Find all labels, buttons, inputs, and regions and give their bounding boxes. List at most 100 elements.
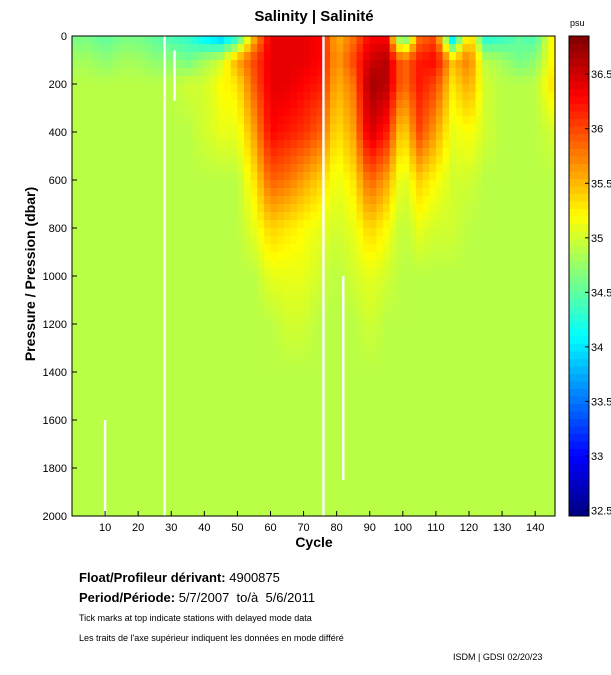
heatmap-cell <box>376 44 384 53</box>
heatmap-cell <box>124 92 133 101</box>
heatmap-cell <box>449 92 457 101</box>
heatmap-cell <box>409 108 417 117</box>
heatmap-cell <box>151 316 159 325</box>
heatmap-cell <box>475 116 483 125</box>
heatmap-cell <box>144 60 152 69</box>
heatmap-cell <box>429 212 437 221</box>
heatmap-cell <box>250 52 258 61</box>
heatmap-cell <box>508 204 516 213</box>
heatmap-cell <box>217 420 225 429</box>
heatmap-cell <box>111 316 119 325</box>
heatmap-cell <box>105 476 113 485</box>
heatmap-cell <box>396 356 404 365</box>
heatmap-cell <box>455 156 463 165</box>
heatmap-cell <box>237 340 245 349</box>
heatmap-cell <box>548 436 556 445</box>
heatmap-cell <box>330 372 338 381</box>
heatmap-cell <box>528 492 536 501</box>
heatmap-cell <box>98 300 106 309</box>
heatmap-cell <box>535 412 543 421</box>
heatmap-cell <box>164 244 172 253</box>
heatmap-cell <box>91 124 99 133</box>
heatmap-cell <box>469 356 477 365</box>
heatmap-cell <box>535 356 543 365</box>
heatmap-cell <box>105 116 113 125</box>
heatmap-cell <box>78 100 86 109</box>
heatmap-cell <box>363 76 371 85</box>
heatmap-cell <box>435 124 444 133</box>
heatmap-cell <box>422 340 430 349</box>
heatmap-cell <box>349 92 358 101</box>
heatmap-cell <box>91 228 99 237</box>
heatmap-cell <box>151 420 159 429</box>
heatmap-cell <box>442 204 450 213</box>
heatmap-cell <box>250 236 258 245</box>
heatmap-cell <box>171 36 179 45</box>
heatmap-cell <box>535 444 543 453</box>
heatmap-cell <box>230 36 238 45</box>
heatmap-cell <box>105 412 113 421</box>
heatmap-cell <box>277 52 285 61</box>
heatmap-cell <box>303 308 311 317</box>
heatmap-cell <box>250 468 258 477</box>
heatmap-cell <box>488 92 496 101</box>
heatmap-cell <box>204 220 212 229</box>
heatmap-cell <box>323 388 331 397</box>
heatmap-cell <box>369 52 377 61</box>
heatmap-cell <box>402 468 410 477</box>
heatmap-cell <box>177 324 186 333</box>
heatmap-cell <box>323 180 331 189</box>
heatmap-cell <box>144 212 152 221</box>
heatmap-cell <box>528 108 536 117</box>
heatmap-cell <box>124 452 133 461</box>
heatmap-cell <box>363 300 371 309</box>
heatmap-cell <box>244 364 252 373</box>
heatmap-cell <box>105 180 113 189</box>
heatmap-cell <box>515 412 523 421</box>
heatmap-cell <box>336 468 344 477</box>
heatmap-cell <box>118 452 126 461</box>
heatmap-cell <box>144 348 152 357</box>
heatmap-cell <box>303 356 311 365</box>
heatmap-cell <box>144 132 152 141</box>
heatmap-cell <box>237 444 245 453</box>
colorbar-segment <box>569 66 589 74</box>
heatmap-cell <box>184 84 192 93</box>
heatmap-cell <box>442 108 450 117</box>
heatmap-cell <box>277 188 285 197</box>
heatmap-cell <box>244 348 252 357</box>
heatmap-cell <box>171 404 179 413</box>
heatmap-cell <box>244 420 252 429</box>
heatmap-cell <box>316 508 324 517</box>
heatmap-cell <box>283 436 291 445</box>
heatmap-cell <box>508 492 516 501</box>
heatmap-cell <box>330 44 338 53</box>
heatmap-cell <box>210 188 219 197</box>
heatmap-cell <box>98 204 106 213</box>
missing-data-gap <box>173 50 176 101</box>
colorbar-segment <box>569 186 589 194</box>
heatmap-cell <box>184 356 192 365</box>
heatmap-cell <box>151 132 159 141</box>
heatmap-cell <box>98 420 106 429</box>
heatmap-cell <box>336 140 344 149</box>
heatmap-cell <box>323 436 331 445</box>
heatmap-cell <box>237 68 245 77</box>
float-id: 4900875 <box>229 570 280 585</box>
heatmap-cell <box>105 196 113 205</box>
heatmap-cell <box>303 300 311 309</box>
heatmap-cell <box>303 244 311 253</box>
heatmap-cell <box>91 420 99 429</box>
heatmap-cell <box>541 60 549 69</box>
colorbar-segment <box>569 321 589 329</box>
heatmap-cell <box>343 156 351 165</box>
heatmap-cell <box>323 156 331 165</box>
heatmap-cell <box>277 100 285 109</box>
heatmap-cell <box>244 100 252 109</box>
heatmap-cell <box>343 412 351 421</box>
heatmap-cell <box>323 84 331 93</box>
heatmap-cell <box>283 348 291 357</box>
heatmap-cell <box>349 492 358 501</box>
heatmap-cell <box>158 332 166 341</box>
heatmap-cell <box>409 180 417 189</box>
